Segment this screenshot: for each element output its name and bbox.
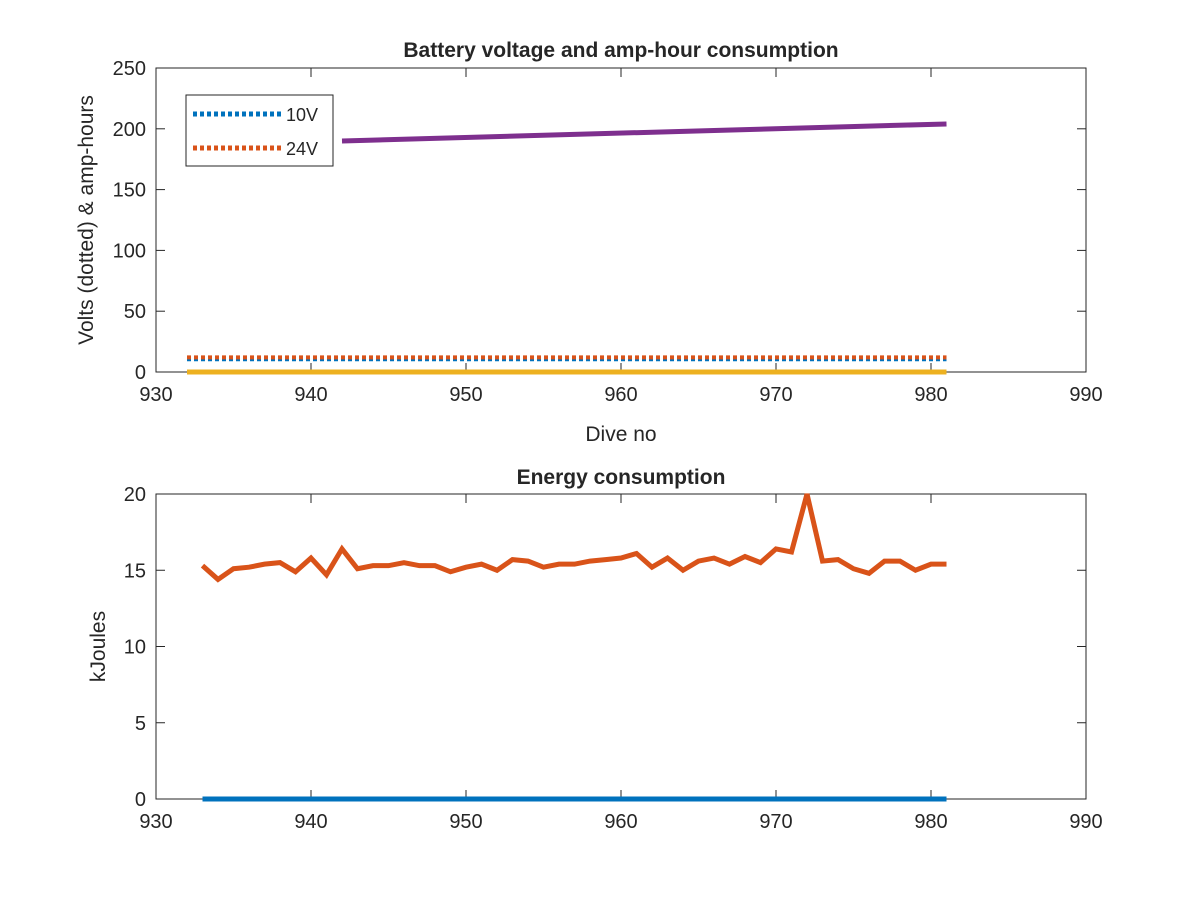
x-tick-label: 980 xyxy=(914,384,947,406)
y-tick-label: 5 xyxy=(135,713,146,735)
x-tick-label: 980 xyxy=(914,811,947,833)
y-tick-label: 0 xyxy=(135,362,146,384)
y-tick-label: 0 xyxy=(135,789,146,811)
legend-box xyxy=(185,94,334,167)
x-axis-label: Dive no xyxy=(585,423,656,446)
chart-title: Battery voltage and amp-hour consumption xyxy=(403,39,838,62)
y-tick-label: 15 xyxy=(124,560,146,582)
y-tick-label: 10 xyxy=(124,637,146,659)
series-line-series-3 xyxy=(341,121,947,144)
y-tick-label: 20 xyxy=(124,484,146,506)
x-tick-label: 940 xyxy=(294,384,327,406)
y-tick-label: 100 xyxy=(113,240,146,262)
x-tick-label: 930 xyxy=(139,811,172,833)
x-tick-label: 970 xyxy=(759,384,792,406)
y-tick-label: 150 xyxy=(113,180,146,202)
y-tick-label: 200 xyxy=(113,119,146,141)
chart-title: Energy consumption xyxy=(517,466,726,489)
x-tick-label: 960 xyxy=(604,811,637,833)
legend-label-10v: 10V xyxy=(286,105,318,125)
y-tick-label: 50 xyxy=(124,301,146,323)
plot-area xyxy=(155,493,1087,800)
y-axis-label: Volts (dotted) & amp-hours xyxy=(75,95,98,345)
y-axis-label: kJoules xyxy=(87,611,110,682)
legend-label-24v: 24V xyxy=(286,139,318,159)
x-tick-label: 970 xyxy=(759,811,792,833)
x-tick-label: 930 xyxy=(139,384,172,406)
series-line-series-1 xyxy=(200,493,947,583)
x-tick-label: 950 xyxy=(449,384,482,406)
x-tick-label: 990 xyxy=(1069,811,1102,833)
battery-chart: 930 940 950 960 970 980 990 0 50 100 150 200 250 Batt… xyxy=(75,39,1103,446)
x-tick-label: 960 xyxy=(604,384,637,406)
y-tick-label: 250 xyxy=(113,58,146,80)
legend: 10V 24V xyxy=(185,94,334,167)
energy-chart: 930 940 950 960 970 980 990 0 5 10 15 20 Energy cons… xyxy=(87,466,1103,833)
x-tick-label: 950 xyxy=(449,811,482,833)
x-tick-label: 990 xyxy=(1069,384,1102,406)
x-tick-label: 940 xyxy=(294,811,327,833)
